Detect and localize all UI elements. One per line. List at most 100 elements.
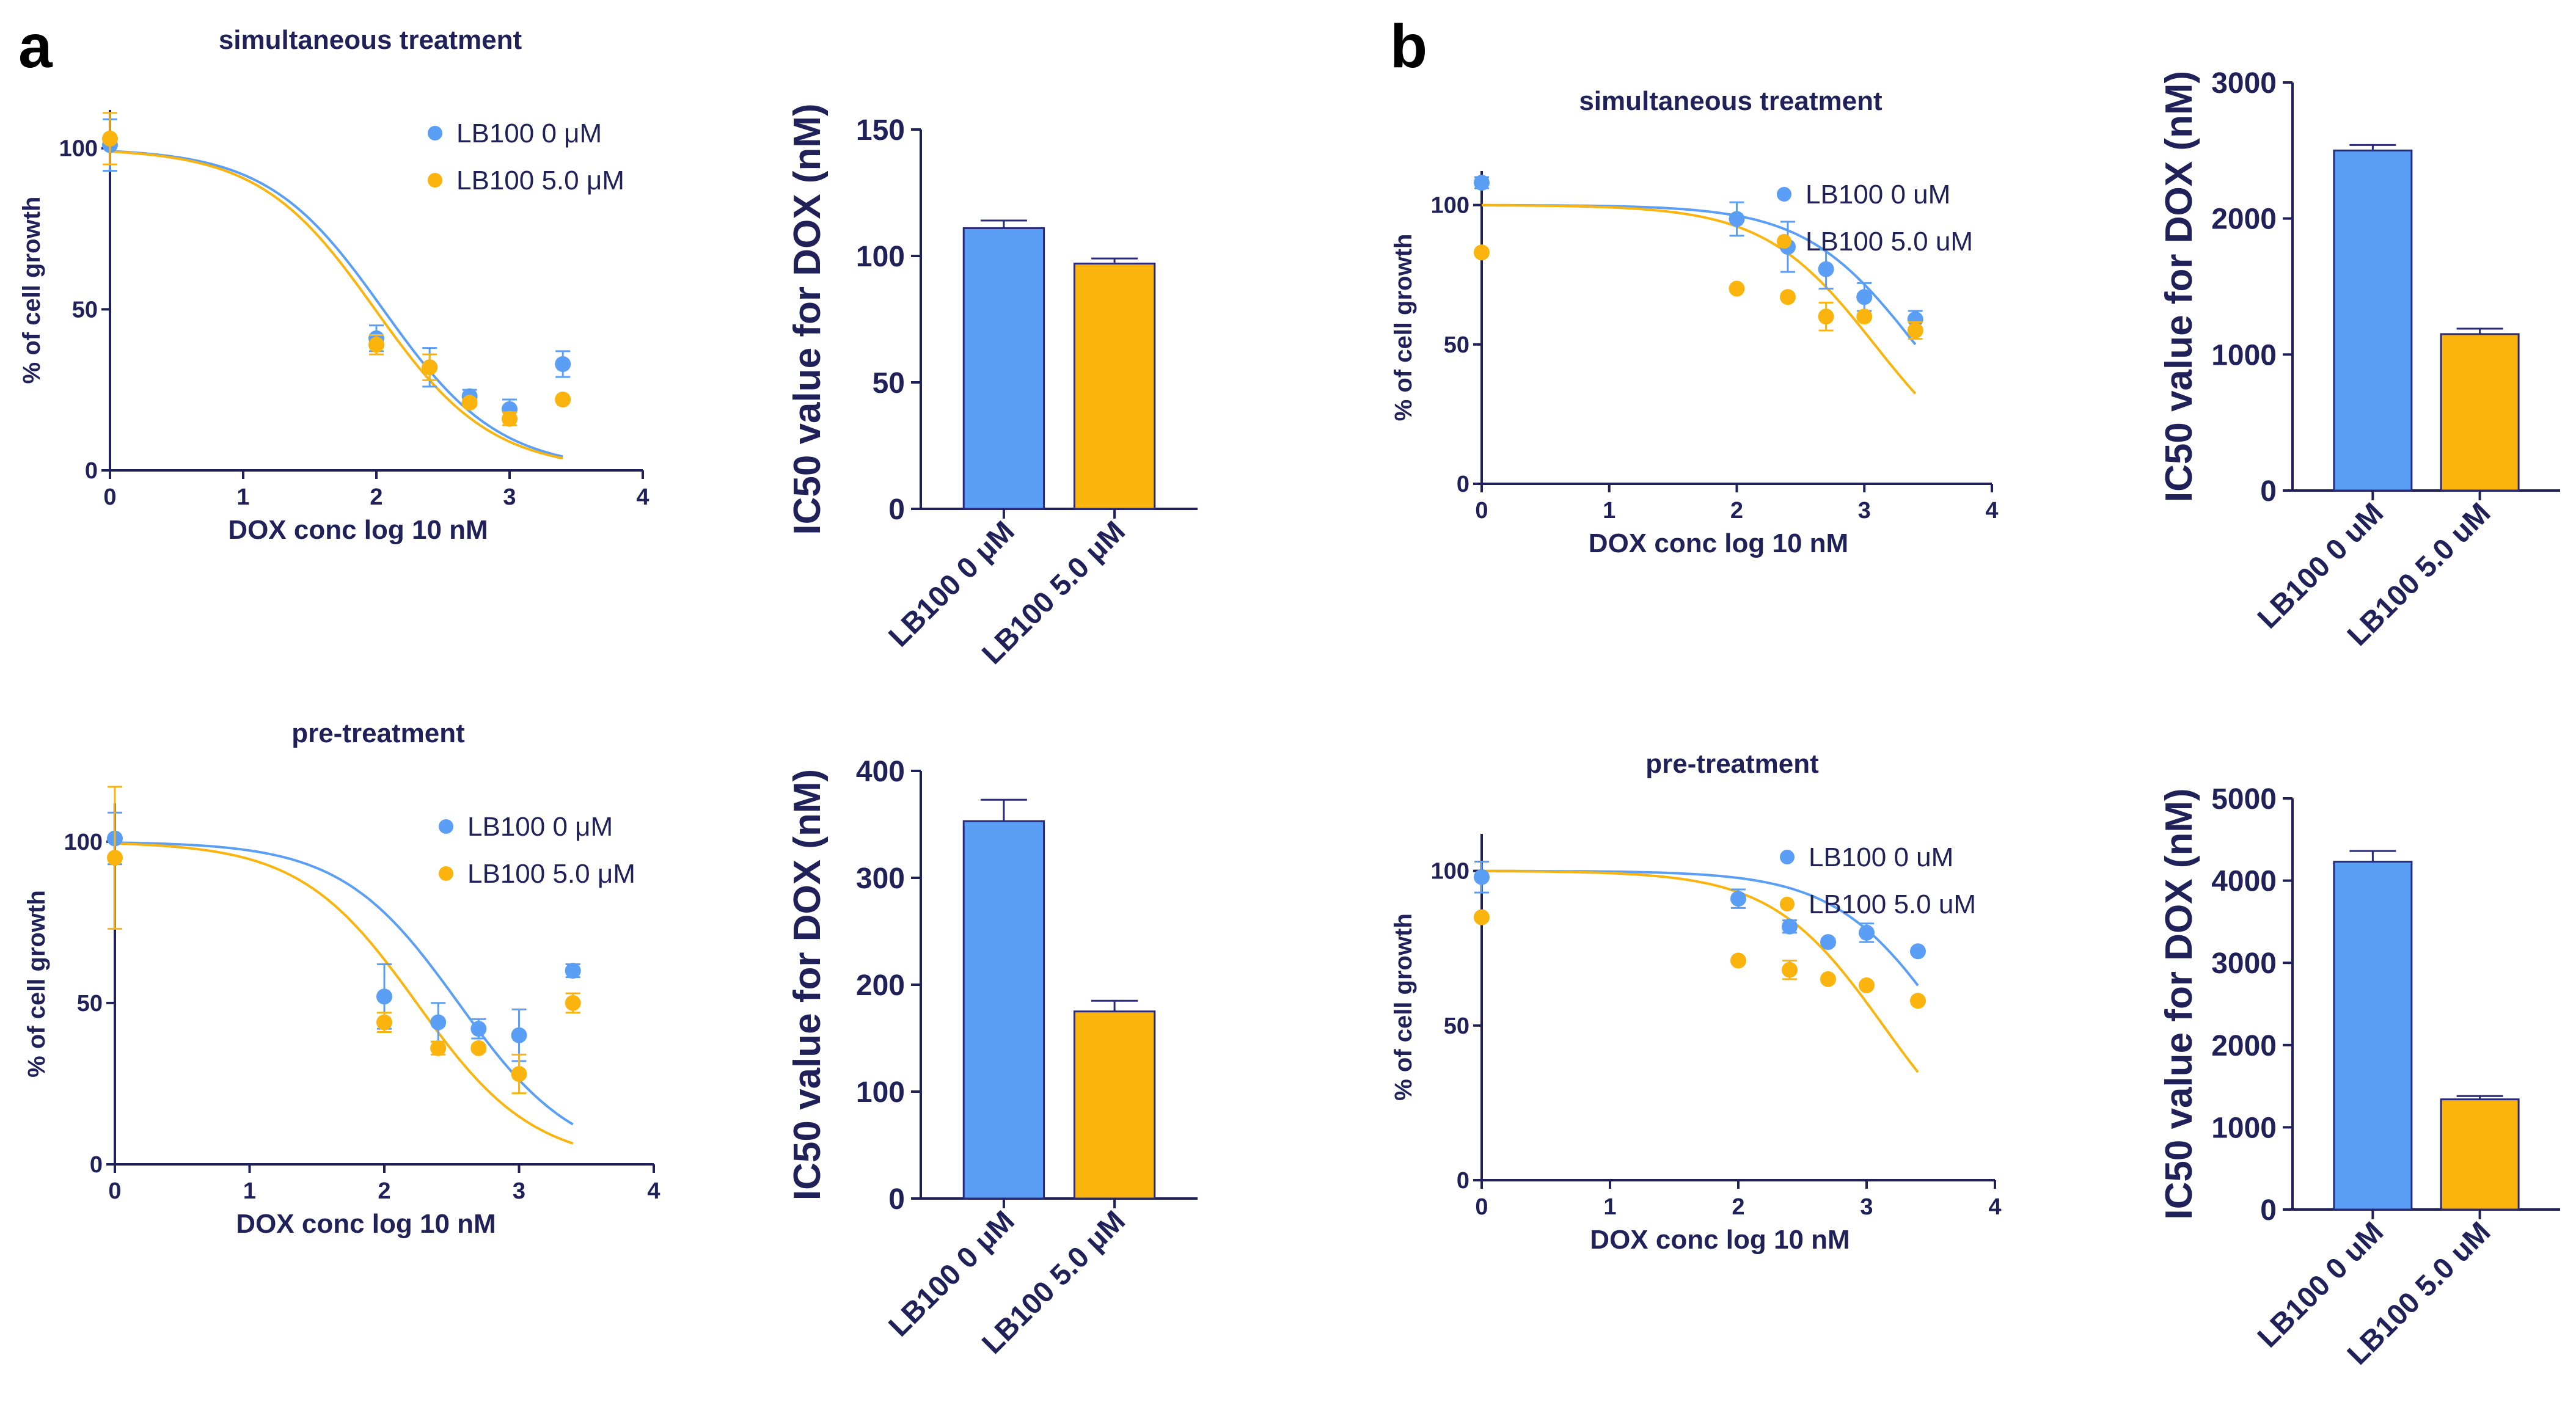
legend-label: LB100 0 uM: [1806, 180, 1950, 210]
fit-curve-lb100-0: [1482, 203, 1917, 346]
data-point: [511, 1027, 527, 1043]
data-point: [1474, 175, 1490, 191]
y-tick-label: 0: [2260, 475, 2277, 508]
legend-label: LB100 0 uM: [1809, 842, 1953, 872]
y-tick-label: 300: [856, 863, 905, 895]
y-tick-label: 100: [64, 830, 103, 855]
x-tick-label: 0: [1475, 1194, 1488, 1220]
data-point: [1859, 924, 1875, 941]
y-tick-label: 1000: [2211, 1112, 2277, 1144]
data-point: [1729, 211, 1745, 227]
x-tick-label: 4: [1988, 1194, 2001, 1220]
panel-letter-a: a: [18, 12, 53, 81]
bar: [1073, 262, 1156, 510]
y-axis-label: IC50 value for DOX (nM): [2158, 71, 2200, 502]
y-tick-label: 2000: [2211, 203, 2277, 236]
legend-label: LB100 5.0 uM: [1809, 889, 1976, 919]
x-tick-label: 2: [1730, 498, 1743, 524]
bar: [2333, 149, 2413, 492]
bar: [962, 227, 1045, 510]
data-point: [1859, 977, 1875, 993]
fit-curve-lb100-0: [1482, 869, 1919, 987]
data-point: [470, 1040, 487, 1056]
data-point: [430, 1040, 447, 1056]
y-tick-label: 100: [856, 241, 905, 273]
dose-response-chart-4: simultaneous treatment 0 1 2 3 4 0 50 100 DOX con…: [1390, 86, 1999, 558]
x-tick-label: 2: [370, 484, 382, 510]
bar: [2333, 861, 2413, 1211]
x-tick-label: 2: [378, 1178, 390, 1204]
y-tick-label: 4000: [2211, 866, 2277, 898]
x-tick-label: 3: [513, 1178, 525, 1204]
data-point: [1474, 244, 1490, 261]
y-tick-label: 50: [873, 367, 905, 400]
y-tick-label: 400: [856, 756, 905, 788]
y-axis-label: IC50 value for DOX (nM): [786, 769, 829, 1200]
dose-response-chart-2: pre-treatment 0 1 2 3 4 0 50 100 DOX conc log 10 …: [23, 718, 660, 1239]
y-axis-label: % of cell growth: [18, 197, 45, 384]
data-point: [1780, 289, 1796, 305]
y-tick-label: 50: [72, 297, 98, 323]
y-tick-label: 100: [1431, 193, 1469, 219]
fit-curve-lb100-5: [109, 150, 563, 460]
x-axis-label: DOX conc log 10 nM: [228, 515, 488, 545]
data-point: [422, 359, 438, 376]
data-point: [1818, 308, 1834, 325]
data-point: [1730, 952, 1746, 969]
ic50-bar-chart-7: 0 1000 2000 3000 4000 5000 IC50 value for DOX …: [2158, 783, 2560, 1371]
data-point: [555, 356, 571, 372]
y-tick-label: 3000: [2211, 67, 2277, 100]
x-tick-label: 0: [1475, 498, 1488, 524]
data-point: [1818, 261, 1834, 277]
x-tick-label: 0: [103, 484, 116, 510]
y-tick-label: 50: [1444, 1013, 1469, 1039]
x-tick-label: 0: [108, 1178, 121, 1204]
y-tick-label: 50: [1444, 332, 1469, 358]
bar: [1073, 1010, 1156, 1200]
y-tick-label: 100: [59, 136, 98, 162]
legend-label: LB100 0 μM: [456, 119, 602, 148]
x-tick-label: 1: [243, 1178, 256, 1204]
legend-label: LB100 5.0 uM: [1806, 227, 1973, 257]
y-axis-label: IC50 value for DOX (nM): [2158, 788, 2200, 1219]
y-tick-label: 2000: [2211, 1030, 2277, 1062]
data-point: [502, 411, 518, 427]
x-axis-label: DOX conc log 10 nM: [1589, 528, 1848, 558]
y-axis-label: IC50 value for DOX (nM): [786, 103, 829, 535]
y-tick-label: 1000: [2211, 339, 2277, 371]
y-tick-label: 5000: [2211, 783, 2277, 816]
x-tick-label: 1: [236, 484, 249, 510]
data-point: [1782, 962, 1798, 978]
data-point: [1782, 918, 1798, 935]
data-point: [1820, 934, 1836, 951]
data-point: [1910, 993, 1926, 1009]
data-point: [376, 1014, 392, 1031]
legend-marker: [439, 866, 453, 881]
data-point: [565, 963, 581, 979]
legend-marker: [1780, 897, 1795, 911]
legend-label: LB100 0 μM: [467, 812, 613, 842]
y-tick-label: 0: [888, 1183, 905, 1216]
fit-curve-lb100-5: [1482, 870, 1919, 1073]
data-point: [1856, 289, 1873, 305]
fit-curve-lb100-0: [109, 150, 563, 458]
x-tick-label: 4: [1985, 498, 1998, 524]
legend-marker: [1777, 234, 1791, 249]
legend-marker: [439, 819, 453, 834]
data-point: [368, 337, 384, 353]
x-tick-label: 3: [1860, 1194, 1873, 1220]
data-point: [470, 1021, 487, 1037]
x-axis-label: DOX conc log 10 nM: [236, 1209, 496, 1239]
bar: [962, 820, 1045, 1200]
panel-letter-b: b: [1390, 12, 1427, 81]
y-tick-label: 0: [90, 1152, 103, 1178]
bar: [2440, 1098, 2520, 1211]
data-point: [376, 988, 392, 1005]
data-point: [102, 130, 118, 147]
y-tick-label: 100: [856, 1076, 905, 1109]
y-axis-label: % of cell growth: [23, 890, 50, 1078]
